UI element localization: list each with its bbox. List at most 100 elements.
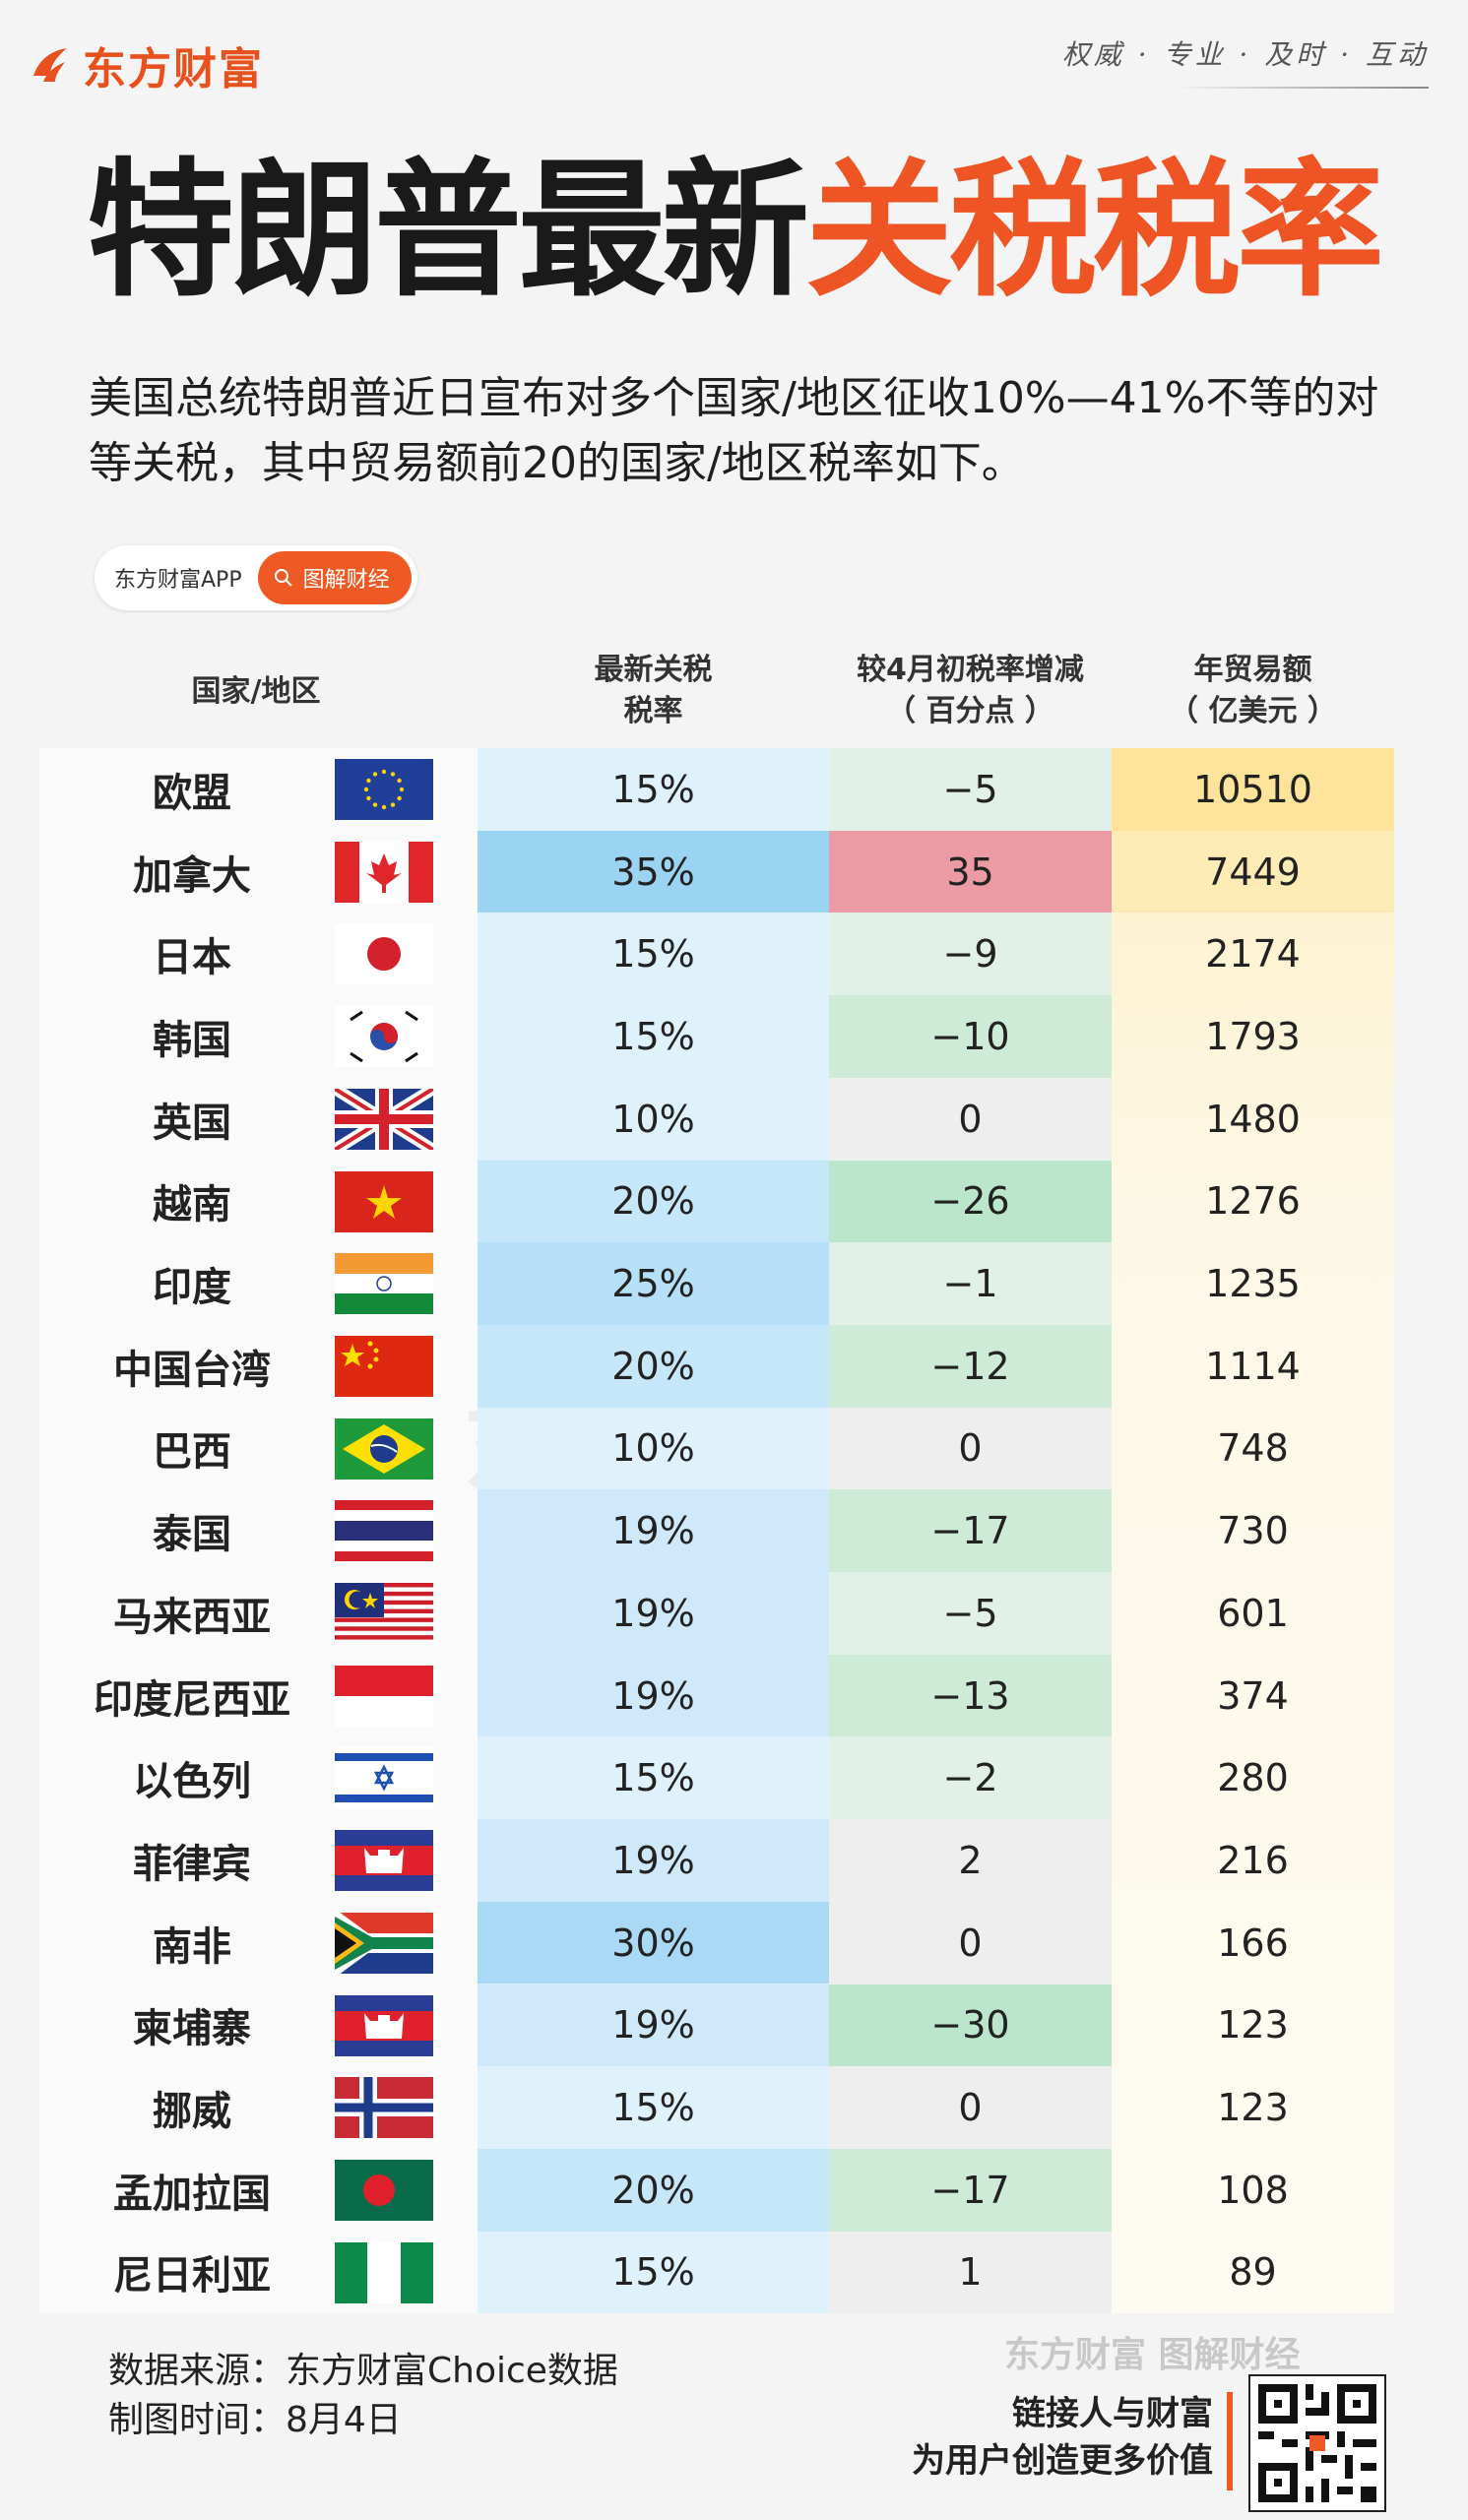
table-row: 南非 30% 0 166 [0, 1901, 1468, 1984]
tariff-rate: 20% [478, 2148, 829, 2232]
rate-change: −13 [829, 1654, 1112, 1737]
rate-change: −17 [829, 2148, 1112, 2232]
tariff-rate: 20% [478, 1160, 829, 1243]
rate-change: −2 [829, 1736, 1112, 1820]
table-row: 韩国 15% −10 1793 [0, 995, 1468, 1078]
brand-logo-icon [33, 48, 67, 82]
rate-change: −10 [829, 995, 1112, 1078]
country-name: 加拿大 [133, 852, 251, 899]
trade-volume: 2174 [1205, 932, 1301, 976]
country-name: 印度尼西亚 [94, 1676, 290, 1723]
rate-change: −9 [829, 913, 1112, 996]
uk-flag-icon [335, 1088, 433, 1150]
table-row: 欧盟 15% −5 10510 [0, 748, 1468, 831]
footer-slogan: 链接人与财富 为用户创造更多价值 [866, 2390, 1213, 2485]
app-name: 东方财富APP [114, 568, 242, 593]
trade-volume: 280 [1217, 1756, 1289, 1800]
rate-change: −5 [829, 748, 1112, 831]
table-row: 中国台湾 20% −12 1114 [0, 1324, 1468, 1408]
category-label: 图解财经 [302, 568, 390, 593]
header-change-line2: （ 百分点 ） [886, 694, 1054, 728]
cambodia-flag-icon [335, 1994, 433, 2056]
trade-volume: 748 [1217, 1426, 1289, 1471]
table-row: 马来西亚 19% −5 601 [0, 1572, 1468, 1655]
footer-slogan-line2: 为用户创造更多价值 [912, 2441, 1213, 2481]
table-row: 柬埔寨 19% −30 123 [0, 1984, 1468, 2067]
brand-logo: 东方财富 [28, 33, 264, 96]
trade-volume: 601 [1217, 1591, 1289, 1635]
tariff-rate: 20% [478, 1324, 829, 1408]
tariff-rate: 30% [478, 1901, 829, 1984]
header-rate: 最新关税 税率 [478, 650, 829, 732]
tariff-rate: 15% [478, 995, 829, 1078]
table-row: 英国 10% 0 1480 [0, 1077, 1468, 1161]
qr-code[interactable] [1248, 2374, 1386, 2512]
header-rate-line2: 税率 [623, 694, 683, 728]
taiwan-flag-icon [335, 1335, 433, 1397]
rate-change: −5 [829, 1572, 1112, 1655]
header-trade: 年贸易额 （ 亿美元 ） [1112, 650, 1394, 732]
trade-volume: 216 [1217, 1838, 1289, 1882]
brazil-flag-icon [335, 1418, 433, 1480]
header-trade-line2: （ 亿美元 ） [1169, 694, 1337, 728]
source-text: 数据来源：东方财富Choice数据 [108, 2351, 618, 2391]
table-row: 泰国 19% −17 730 [0, 1489, 1468, 1572]
app-tag[interactable]: 东方财富APP 图解财经 [95, 545, 417, 610]
nigeria-flag-icon [335, 2241, 433, 2303]
trade-volume: 1114 [1205, 1344, 1301, 1388]
trade-volume: 166 [1217, 1921, 1289, 1965]
tariff-rate: 15% [478, 1736, 829, 1820]
country-name: 欧盟 [153, 770, 231, 816]
table-row: 以色列 15% −2 280 [0, 1736, 1468, 1820]
rate-change: −12 [829, 1324, 1112, 1408]
rate-change: 0 [829, 1901, 1112, 1984]
rate-change: 0 [829, 1407, 1112, 1490]
slogan-underline [1173, 87, 1429, 89]
intro-text: 美国总统特朗普近日宣布对多个国家/地区征收10%—41%不等的对等关税，其中贸易… [89, 373, 1379, 488]
trade-volume: 1480 [1205, 1097, 1301, 1141]
philippines-flag-icon [335, 1830, 433, 1892]
category-pill[interactable]: 图解财经 [257, 551, 412, 604]
trade-volume: 108 [1217, 2168, 1289, 2212]
trade-volume: 123 [1217, 2086, 1289, 2130]
header-trade-line1: 年贸易额 [1193, 653, 1312, 687]
country-name: 挪威 [153, 2089, 231, 2135]
tariff-rate: 10% [478, 1077, 829, 1161]
country-name: 菲律宾 [133, 1841, 251, 1887]
trade-volume: 7449 [1112, 830, 1394, 914]
header-rate-line1: 最新关税 [594, 653, 713, 687]
qr-code-icon [1250, 2376, 1384, 2510]
title-part-1: 特朗普最新 [87, 146, 809, 317]
table-row: 挪威 15% 0 123 [0, 2066, 1468, 2149]
tariff-rate: 19% [478, 1489, 829, 1572]
tariff-rate: 35% [478, 830, 829, 914]
brand-name: 东方财富 [83, 44, 264, 94]
indonesia-flag-icon [335, 1665, 433, 1727]
table-row: 尼日利亚 15% 1 89 [0, 2231, 1468, 2314]
tariff-rate: 15% [478, 748, 829, 831]
israel-flag-icon [335, 1747, 433, 1809]
data-source: 数据来源：东方财富Choice数据 制图时间：8月4日 [108, 2347, 618, 2445]
tariff-rate: 19% [478, 1572, 829, 1655]
rate-change: 2 [829, 1819, 1112, 1902]
accent-bar [1227, 2392, 1233, 2490]
page-title: 特朗普最新关税税率 [87, 158, 1384, 305]
rate-change: 0 [829, 2066, 1112, 2149]
title-part-2: 关税税率 [805, 146, 1384, 317]
trade-volume: 89 [1229, 2250, 1277, 2295]
trade-volume: 1235 [1205, 1262, 1301, 1306]
trade-column-bg [1112, 748, 1394, 2313]
korea-flag-icon [335, 1006, 433, 1068]
country-name: 泰国 [153, 1512, 231, 1558]
table-row: 巴西 10% 0 748 [0, 1407, 1468, 1490]
tariff-rate: 15% [478, 913, 829, 996]
brand-slogan: 权威 · 专业 · 及时 · 互动 [1061, 38, 1429, 71]
country-name: 中国台湾 [113, 1347, 271, 1393]
south-africa-flag-icon [335, 1912, 433, 1974]
trade-volume: 10510 [1112, 748, 1394, 831]
table-row: 加拿大 35% 35 7449 [0, 830, 1468, 914]
rate-change: −17 [829, 1489, 1112, 1572]
header-country: 国家/地区 [191, 674, 321, 709]
rate-change: −26 [829, 1160, 1112, 1243]
vietnam-flag-icon [335, 1170, 433, 1232]
